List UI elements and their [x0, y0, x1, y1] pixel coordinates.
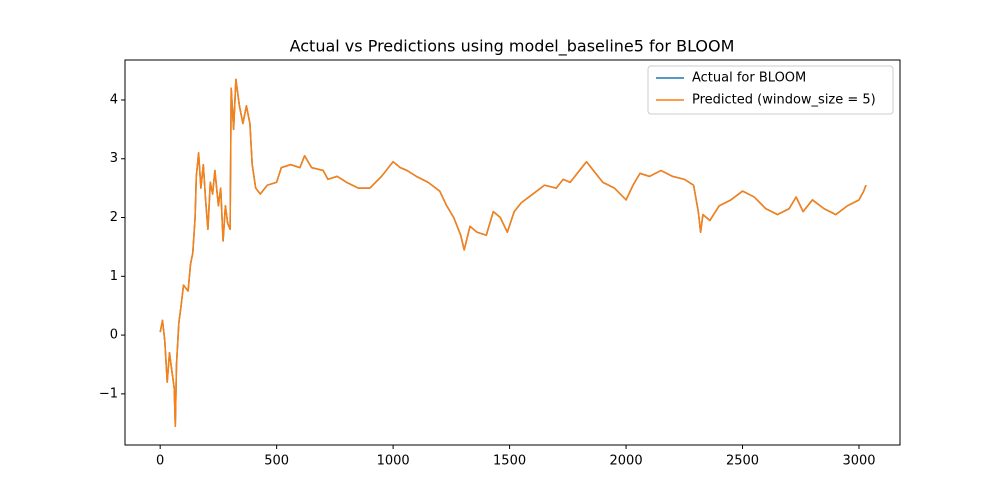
x-tick-label: 3000 — [842, 454, 875, 469]
y-tick-label: 0 — [110, 328, 118, 343]
series-line — [159, 78, 867, 427]
y-tick-label: 4 — [110, 92, 118, 107]
x-tick-label: 1500 — [493, 454, 526, 469]
y-tick-label: 3 — [110, 151, 118, 166]
series-line — [159, 78, 867, 427]
plot-frame — [124, 59, 901, 446]
chart-title: Actual vs Predictions using model_baseli… — [290, 37, 735, 57]
y-tick-label: 2 — [110, 210, 118, 225]
legend-box — [647, 65, 894, 115]
x-tick-label: 2000 — [610, 454, 643, 469]
y-tick-label: 1 — [110, 269, 118, 284]
x-tick-label: 2500 — [726, 454, 759, 469]
y-tick-label: −1 — [99, 386, 118, 401]
x-tick-label: 1000 — [377, 454, 410, 469]
legend-label: Predicted (window_size = 5) — [692, 93, 876, 108]
x-tick-label: 500 — [264, 454, 289, 469]
legend-label: Actual for BLOOM — [692, 71, 806, 86]
x-tick-label: 0 — [156, 454, 164, 469]
